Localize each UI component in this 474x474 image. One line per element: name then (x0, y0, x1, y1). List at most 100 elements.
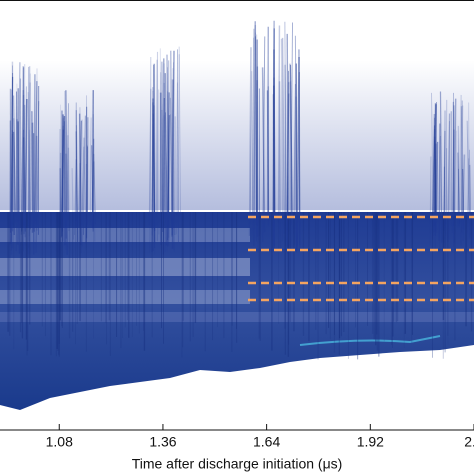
streak (432, 125, 436, 217)
streak (170, 50, 173, 236)
streak (286, 82, 290, 231)
streak (23, 137, 26, 232)
streak (171, 68, 174, 220)
streak (82, 115, 86, 235)
streak (75, 131, 79, 242)
streak (22, 66, 26, 238)
streak (178, 46, 181, 218)
streak (439, 91, 443, 243)
streak (286, 33, 289, 216)
streak (293, 84, 296, 234)
streak (281, 37, 286, 234)
streak (253, 32, 256, 223)
streak (280, 38, 284, 242)
streak (27, 92, 30, 242)
streak (21, 67, 25, 232)
streak (24, 86, 27, 246)
streak (80, 119, 83, 253)
streak (17, 62, 21, 245)
streak (171, 79, 174, 237)
streak (457, 152, 460, 226)
dashed-lines (248, 215, 474, 302)
streak (16, 83, 19, 221)
streak (28, 129, 31, 249)
streak (159, 48, 162, 223)
streak (93, 153, 96, 225)
streak (78, 113, 82, 246)
streak (433, 104, 437, 227)
x-tick-label: 1.92 (357, 434, 384, 450)
streak (262, 36, 266, 243)
streak (171, 50, 175, 249)
streak (17, 121, 21, 254)
streak (273, 77, 276, 216)
streak (33, 74, 36, 232)
streak (24, 98, 28, 218)
streak (448, 121, 450, 240)
streak (63, 121, 67, 245)
streak (177, 49, 179, 242)
streak (164, 73, 168, 246)
streak (254, 36, 258, 242)
streak (28, 73, 31, 237)
streak (289, 64, 293, 220)
streak (160, 72, 162, 250)
streak (85, 106, 88, 244)
streak (173, 62, 175, 252)
streak (155, 59, 158, 226)
streak (151, 98, 154, 253)
streak (16, 88, 20, 222)
streak (278, 81, 282, 249)
streak (28, 82, 31, 255)
streak (435, 101, 437, 225)
streak (284, 21, 287, 217)
streak (148, 88, 152, 226)
spectrogram (0, 20, 474, 410)
streak (64, 91, 67, 250)
x-tick-label: 1.64 (253, 434, 280, 450)
streak (74, 159, 77, 235)
x-tick-label: 1.36 (149, 434, 176, 450)
streak (251, 28, 255, 218)
streak (166, 67, 170, 238)
streak (284, 64, 287, 246)
streak (67, 147, 70, 231)
streak (288, 81, 292, 236)
streak (66, 103, 69, 222)
streak (261, 67, 266, 233)
streak (59, 104, 61, 255)
streak (457, 125, 460, 228)
streak (289, 63, 293, 225)
streak (460, 106, 464, 241)
streak (175, 82, 178, 235)
streak (453, 98, 457, 243)
streak (266, 90, 270, 226)
streak (23, 64, 26, 235)
streak (85, 145, 88, 245)
streak (296, 56, 300, 250)
streak (89, 117, 92, 225)
streak (171, 79, 175, 251)
streak (435, 141, 439, 220)
streak (71, 168, 74, 240)
streak (34, 81, 38, 222)
streak (19, 78, 22, 235)
streak (60, 129, 64, 238)
streak (166, 115, 171, 241)
streak (469, 149, 472, 243)
streak (75, 110, 79, 226)
streak (61, 116, 65, 232)
streak (439, 136, 441, 252)
streak (466, 158, 470, 249)
streak (77, 163, 81, 228)
streak (36, 101, 40, 231)
streak (10, 76, 14, 244)
streak (169, 97, 173, 230)
streak (443, 130, 446, 226)
streak (162, 98, 165, 255)
streak (255, 80, 258, 216)
streak (451, 129, 455, 233)
streak (433, 103, 437, 232)
streak (79, 120, 82, 221)
